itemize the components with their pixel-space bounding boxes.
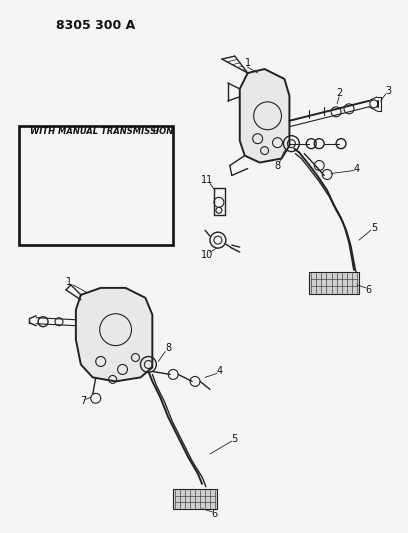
Text: 11: 11: [201, 175, 213, 185]
Text: 8: 8: [275, 160, 281, 171]
Polygon shape: [73, 146, 111, 190]
Text: 8: 8: [165, 343, 171, 352]
Text: 1: 1: [245, 58, 251, 68]
Bar: [173, 489, 217, 508]
Text: 4: 4: [354, 164, 360, 174]
Polygon shape: [76, 288, 152, 382]
Text: 2: 2: [336, 88, 342, 98]
Text: 5: 5: [371, 223, 377, 233]
Text: 6: 6: [366, 285, 372, 295]
Text: 8305 300 A: 8305 300 A: [56, 19, 135, 33]
Text: 7: 7: [80, 397, 86, 406]
Bar: [19, 126, 173, 245]
Text: 10: 10: [201, 250, 213, 260]
Text: WITH MANUAL TRANSMISSION: WITH MANUAL TRANSMISSION: [30, 127, 173, 136]
Text: 5: 5: [232, 434, 238, 444]
Text: 3: 3: [386, 86, 392, 96]
Bar: [309, 272, 359, 294]
Text: 1: 1: [66, 277, 72, 287]
Text: 6: 6: [212, 508, 218, 519]
Text: 4: 4: [217, 367, 223, 376]
Polygon shape: [240, 69, 289, 163]
Text: 9: 9: [152, 126, 158, 136]
